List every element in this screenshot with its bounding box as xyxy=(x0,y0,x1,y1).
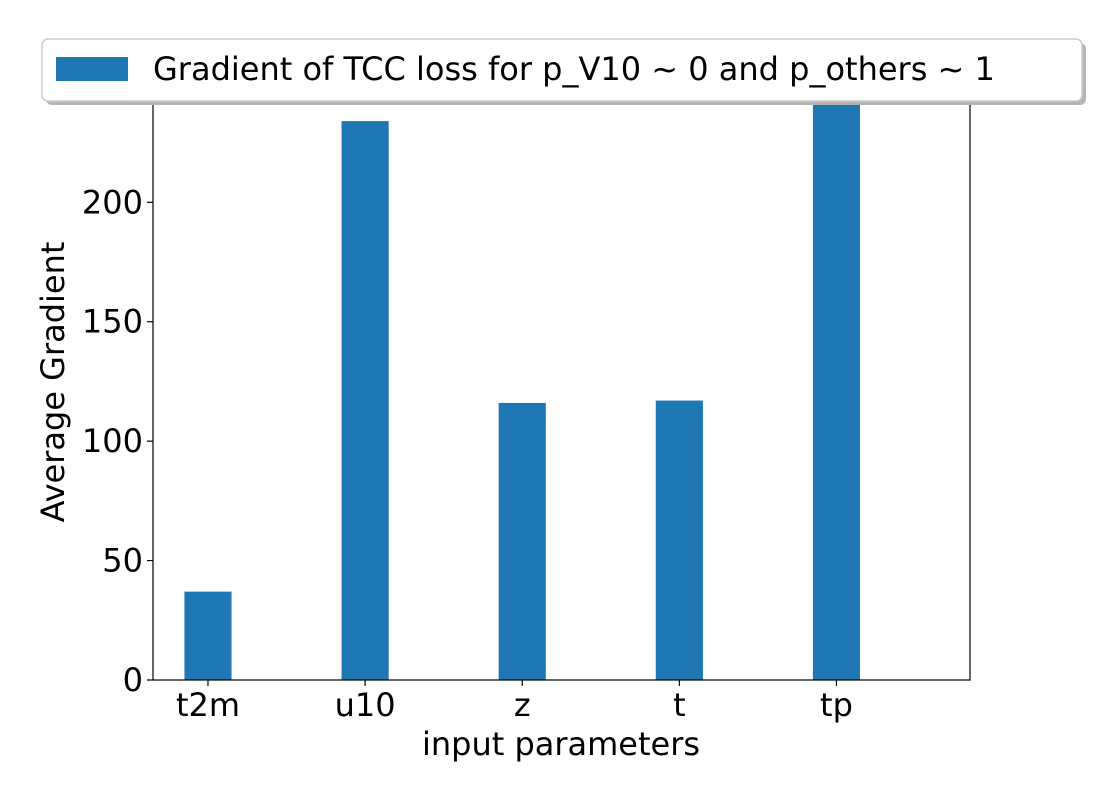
x-tick-label: tp xyxy=(820,686,853,724)
legend-box xyxy=(41,38,1083,102)
y-tick-label: 50 xyxy=(102,542,143,580)
x-tick-label: t xyxy=(673,686,686,724)
y-tick-label: 100 xyxy=(82,422,143,460)
x-tick-label: z xyxy=(514,686,531,724)
y-tick-label: 150 xyxy=(82,303,143,341)
x-axis-ticks: t2m u10 z t tp xyxy=(176,680,853,724)
bar-t xyxy=(655,400,703,680)
x-tick-label: u10 xyxy=(335,686,396,724)
bar-u10 xyxy=(341,121,389,681)
y-tick-label: 200 xyxy=(82,183,143,221)
y-tick-label: 0 xyxy=(123,661,143,699)
bars-layer xyxy=(184,104,861,681)
x-tick-label: t2m xyxy=(176,686,240,724)
x-axis-label: input parameters xyxy=(422,725,700,763)
bar-z xyxy=(498,402,546,680)
y-axis-ticks: 0 50 100 150 200 xyxy=(82,183,153,699)
legend-label: Gradient of TCC loss for p_V10 ~ 0 and p… xyxy=(153,50,995,88)
legend: Gradient of TCC loss for p_V10 ~ 0 and p… xyxy=(41,38,1086,105)
y-axis-label: Average Gradient xyxy=(34,242,72,523)
legend-swatch xyxy=(56,57,128,81)
bar-t2m xyxy=(184,591,232,680)
bar-tp xyxy=(812,104,861,680)
